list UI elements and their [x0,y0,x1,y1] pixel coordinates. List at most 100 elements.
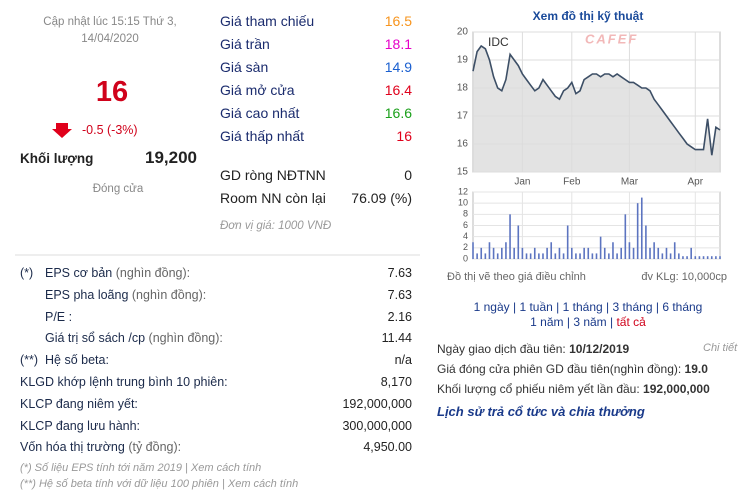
period-link[interactable]: 1 ngày [473,300,510,314]
listing-label: Giá đóng cửa phiên GD đầu tiên(nghìn đồn… [437,362,682,376]
price-label: Giá sàn [220,59,269,75]
unit-note: Đơn vị giá: 1000 VNĐ [220,220,332,232]
volume-bar [694,256,697,259]
metric-label: KLCP đang lưu hành: [20,419,140,433]
y-tick-label: 17 [457,111,469,122]
symbol: IDC [488,35,509,49]
period-link[interactable]: 1 tháng [562,300,603,314]
volume-bar [686,256,688,259]
chart-title-link[interactable]: Xem đồ thị kỹ thuật [532,9,644,23]
volume-bar [550,242,553,259]
metric-label: Giá trị sổ sách /cp (nghìn đồng): [45,331,223,345]
metric-prefix: (*) [20,266,34,280]
period-link[interactable]: 3 tháng [612,300,653,314]
metric-name: EPS pha loãng [45,287,129,302]
listing-info: Ngày giao dịch đầu tiên: 10/12/2019 [437,342,629,356]
metric-value: 11.44 [381,331,412,346]
price-value: 16.6 [384,105,412,121]
metric-name: KLCP đang lưu hành: [20,418,141,433]
period-link[interactable]: 6 tháng [662,300,703,314]
period-link[interactable]: 1 năm [530,315,564,329]
volume-bar [501,247,503,259]
metric-name: Giá trị sổ sách /cp [45,331,146,346]
history-link[interactable]: Lịch sử trả cổ tức và chia thưởng [437,404,645,419]
period-links[interactable]: 1 ngày | 1 tuần | 1 tháng | 3 tháng | 6 … [473,300,703,314]
price-label: Giá thấp nhất [220,128,305,144]
volume-bar [595,253,598,259]
vol-tick-label: 6 [463,220,468,230]
volume-value: 19,200 [145,148,197,167]
volume-bar [620,247,622,259]
x-tick-label: Feb [563,177,581,188]
foreign-label: Room NN còn lại [220,190,326,206]
metric-note: (tỷ đồng): [128,440,182,455]
volume-bar [653,242,655,259]
vol-tick-label: 2 [463,242,468,252]
y-tick-label: 20 [457,27,469,38]
down-arrow [52,123,72,138]
metric-label: P/E : [45,310,72,324]
y-tick-label: 15 [457,167,469,178]
volume-bar [649,247,651,259]
x-tick-label: Mar [621,177,639,188]
volume-bar [562,253,565,259]
price-line [472,44,721,156]
foreign-label: GD ròng NĐTNN [220,167,326,183]
volume-bar [554,253,557,259]
period-link[interactable]: 1 tuần [519,300,553,314]
price-value: 16 [396,128,412,144]
status: Đóng cửa [92,183,144,195]
volume-bar [715,256,717,259]
listing-value: 19.0 [684,362,708,376]
period-link[interactable]: tất cả [616,315,646,329]
metric-note: (nghìn đồng): [131,287,207,302]
period-link[interactable]: 3 năm [573,315,607,329]
metric-value: 7.63 [387,266,412,280]
volume-bar [665,247,668,259]
volume-bar [661,253,664,259]
price-value: 14.9 [384,59,412,75]
volume-bar [476,253,478,259]
volume-bar [521,247,524,259]
listing-value: 10/12/2019 [569,342,630,356]
volume-bar [484,253,487,259]
price-label: Giá mở cửa [220,82,295,98]
volume-bar [690,247,692,259]
volume-bar [682,256,684,259]
price-value: 18.1 [384,36,412,52]
metric-value: 192,000,000 [342,396,412,411]
metric-value: 4,950.00 [363,440,412,455]
volume-bar [571,247,573,259]
volume-bar [706,256,709,259]
metric-label: (*) EPS cơ bản (nghìn đồng): [20,266,190,280]
metric-name: Vốn hóa thị trường [20,440,125,455]
volume-bar [509,214,511,259]
listing-value: 192,000,000 [643,382,710,396]
listing-label: Ngày giao dịch đầu tiên: [437,342,566,356]
metric-name: P/E : [45,309,73,324]
volume-bar [496,253,499,259]
vol-tick-label: 8 [463,209,468,219]
period-links[interactable]: 1 năm | 3 năm | tất cả [530,315,646,329]
volume-bar [472,242,474,259]
volume-bar [608,253,610,259]
volume-bar [657,247,660,259]
price-value: 16.5 [384,13,412,29]
watermark: CAFEF [585,31,638,46]
metric-prefix: (**) [20,353,39,368]
volume-label: Khối lượng [20,151,94,166]
volume-bar [673,242,676,259]
listing-label: Khối lượng cổ phiếu niêm yết lần đầu: [437,382,640,396]
price-label: Giá trần [220,36,270,52]
volume-bar [698,256,701,259]
price-change: -0.5 (-3%) [82,123,138,137]
y-tick-label: 18 [457,83,469,94]
price-area [473,46,720,172]
volume-bar [583,247,585,259]
volume-bar [636,203,639,259]
volume-bar [517,225,520,259]
metric-label: KLGD khớp lệnh trung bình 10 phiên: [20,375,228,389]
volume-bar [628,242,631,259]
metric-label: KLCP đang niêm yết: [20,397,138,411]
detail-link[interactable]: Chi tiết [703,342,738,354]
